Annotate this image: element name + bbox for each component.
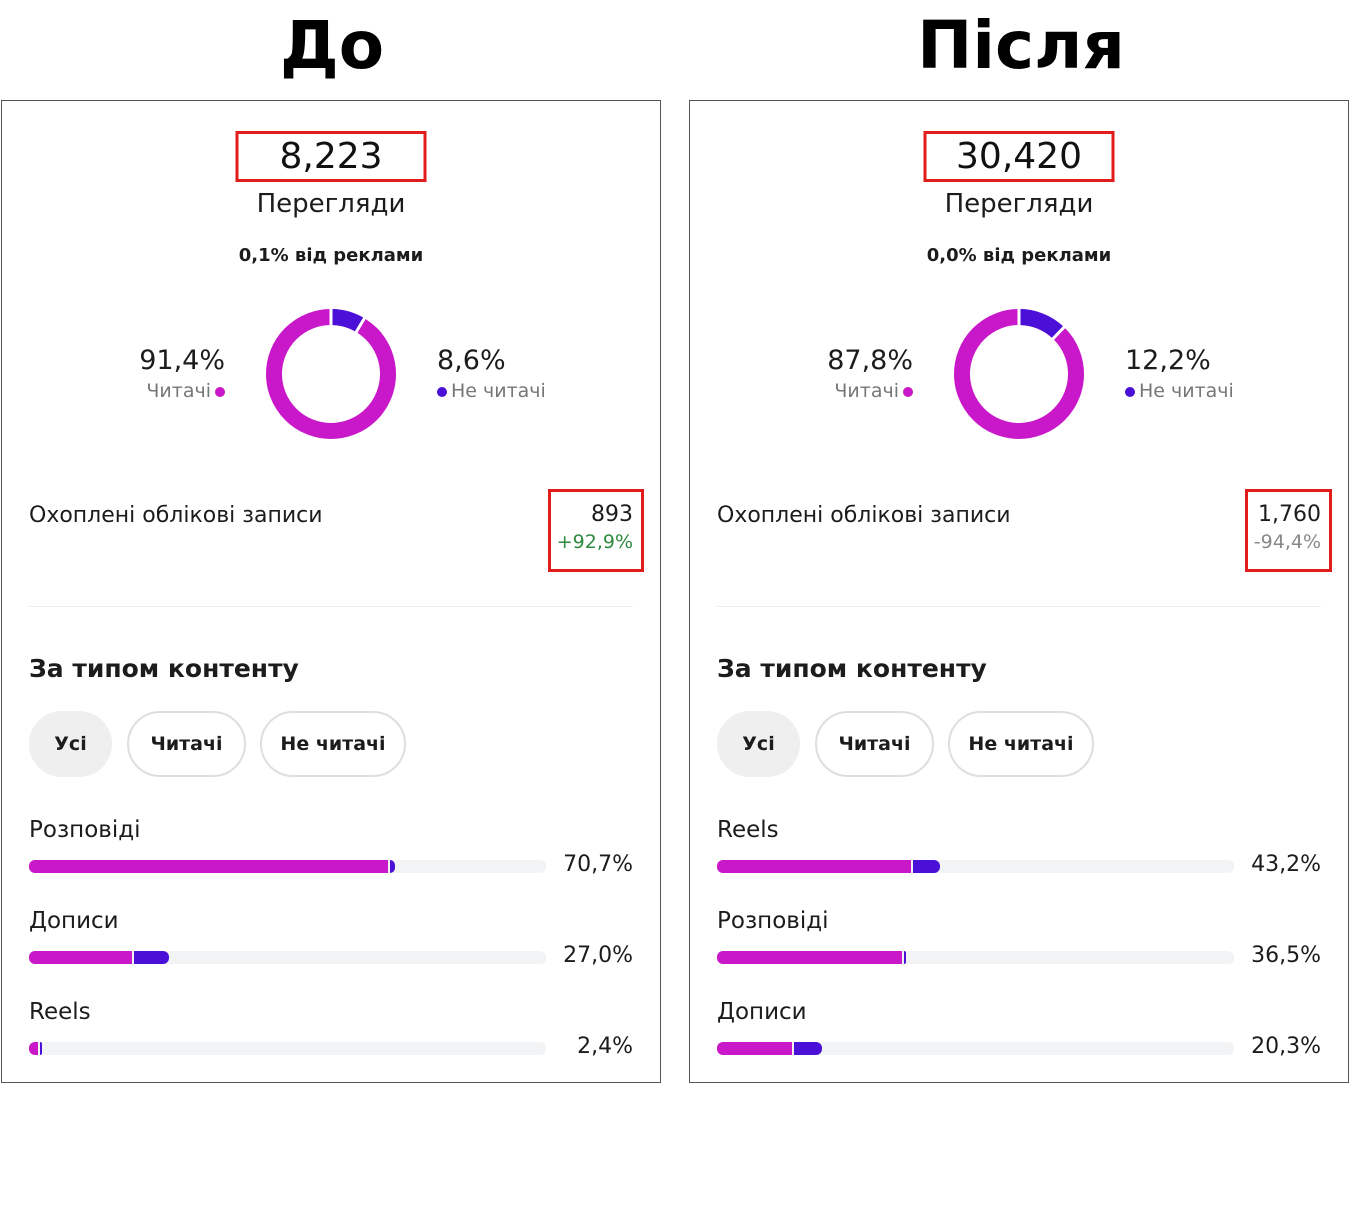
bar-followers-segment xyxy=(717,951,902,964)
content-row-bar xyxy=(29,1042,546,1055)
views-label: Перегляди xyxy=(256,189,406,219)
non-followers-label: Не читачі xyxy=(451,380,546,402)
audience-donut xyxy=(954,308,1084,439)
content-row: Дописи 20,3% xyxy=(717,999,1321,1079)
content-row-bar xyxy=(717,951,1234,964)
donut-followers-arc xyxy=(266,309,396,439)
followers-label: Читачі xyxy=(834,380,899,402)
filter-followers-chip[interactable]: Читачі xyxy=(127,711,246,777)
reach-change: +92,9% xyxy=(556,531,633,553)
content-row-pct: 2,4% xyxy=(577,1034,633,1059)
bar-non-followers-segment xyxy=(134,951,169,964)
content-row-pct: 70,7% xyxy=(563,852,633,877)
non-followers-label: Не читачі xyxy=(1139,380,1234,402)
content-row: Reels 2,4% xyxy=(29,999,633,1079)
followers-stat: 91,4% Читачі xyxy=(139,343,225,403)
reach-box: 1,760 -94,4% xyxy=(1244,489,1332,572)
content-row-label: Дописи xyxy=(29,908,119,934)
bar-followers-segment xyxy=(717,1042,792,1055)
bar-followers-segment xyxy=(717,860,911,873)
donut-gap-end xyxy=(354,316,367,334)
content-row-label: Розповіді xyxy=(717,908,829,934)
content-row-pct: 36,5% xyxy=(1251,943,1321,968)
non-followers-dot-icon xyxy=(437,386,447,397)
bar-non-followers-segment xyxy=(903,951,906,964)
non-followers-pct: 8,6% xyxy=(437,345,506,376)
reach-label: Охоплені облікові записи xyxy=(717,503,1011,528)
content-row-bar xyxy=(717,1042,1234,1055)
followers-pct: 87,8% xyxy=(827,345,913,376)
non-followers-stat: 8,6% Не читачі xyxy=(437,343,546,403)
non-followers-dot-icon xyxy=(1125,386,1135,397)
before-panel: 8,223 Перегляди 0,1% від реклами 91,4% Ч… xyxy=(1,100,661,1083)
divider xyxy=(29,606,633,607)
donut-gap-end xyxy=(1051,325,1066,341)
reach-value: 1,760 xyxy=(1258,502,1321,527)
ads-share: 0,1% від реклами xyxy=(238,245,424,266)
content-row-pct: 20,3% xyxy=(1251,1034,1321,1059)
content-row: Розповіді 70,7% xyxy=(29,817,633,897)
followers-label: Читачі xyxy=(146,380,211,402)
reach-change: -94,4% xyxy=(1253,531,1321,553)
donut-non-followers-arc xyxy=(330,309,365,333)
non-followers-stat: 12,2% Не читачі xyxy=(1125,343,1234,403)
filter-followers-chip[interactable]: Читачі xyxy=(815,711,934,777)
ads-share: 0,0% від реклами xyxy=(926,245,1112,266)
filter-non-followers-chip[interactable]: Не читачі xyxy=(260,711,406,777)
content-row: Розповіді 36,5% xyxy=(717,908,1321,988)
bar-followers-segment xyxy=(29,860,389,873)
filter-non-followers-chip[interactable]: Не читачі xyxy=(948,711,1094,777)
followers-dot-icon xyxy=(903,386,913,397)
filter-all-chip[interactable]: Усі xyxy=(29,711,112,777)
followers-dot-icon xyxy=(215,386,225,397)
bar-non-followers-segment xyxy=(912,860,941,873)
content-row-bar xyxy=(717,860,1234,873)
bar-non-followers-segment xyxy=(793,1042,822,1055)
content-row-label: Reels xyxy=(29,999,91,1025)
views-count: 30,420 xyxy=(923,131,1115,182)
views-label: Перегляди xyxy=(944,189,1094,219)
after-panel: 30,420 Перегляди 0,0% від реклами 87,8% … xyxy=(689,100,1349,1083)
reach-value: 893 xyxy=(591,502,633,527)
followers-pct: 91,4% xyxy=(139,345,225,376)
content-row-bar xyxy=(29,860,546,873)
content-row: Reels 43,2% xyxy=(717,817,1321,897)
audience-donut xyxy=(266,308,396,439)
views-count: 8,223 xyxy=(235,131,427,182)
section-title: За типом контенту xyxy=(717,654,987,683)
content-row-label: Дописи xyxy=(717,999,807,1025)
bar-non-followers-segment xyxy=(390,860,395,873)
section-title: За типом контенту xyxy=(29,654,299,683)
content-row-pct: 27,0% xyxy=(563,943,633,968)
non-followers-pct: 12,2% xyxy=(1125,345,1211,376)
divider xyxy=(717,606,1321,607)
bar-followers-segment xyxy=(29,951,133,964)
filter-all-chip[interactable]: Усі xyxy=(717,711,800,777)
bar-followers-segment xyxy=(29,1042,39,1055)
before-heading: До xyxy=(279,7,385,84)
reach-label: Охоплені облікові записи xyxy=(29,503,323,528)
content-row-pct: 43,2% xyxy=(1251,852,1321,877)
bar-non-followers-segment xyxy=(40,1042,43,1055)
donut-non-followers-arc xyxy=(1018,309,1065,339)
content-row: Дописи 27,0% xyxy=(29,908,633,988)
reach-box: 893 +92,9% xyxy=(547,489,644,572)
content-row-label: Розповіді xyxy=(29,817,141,843)
followers-stat: 87,8% Читачі xyxy=(827,343,913,403)
content-row-bar xyxy=(29,951,546,964)
content-row-label: Reels xyxy=(717,817,779,843)
after-heading: Після xyxy=(917,7,1125,84)
